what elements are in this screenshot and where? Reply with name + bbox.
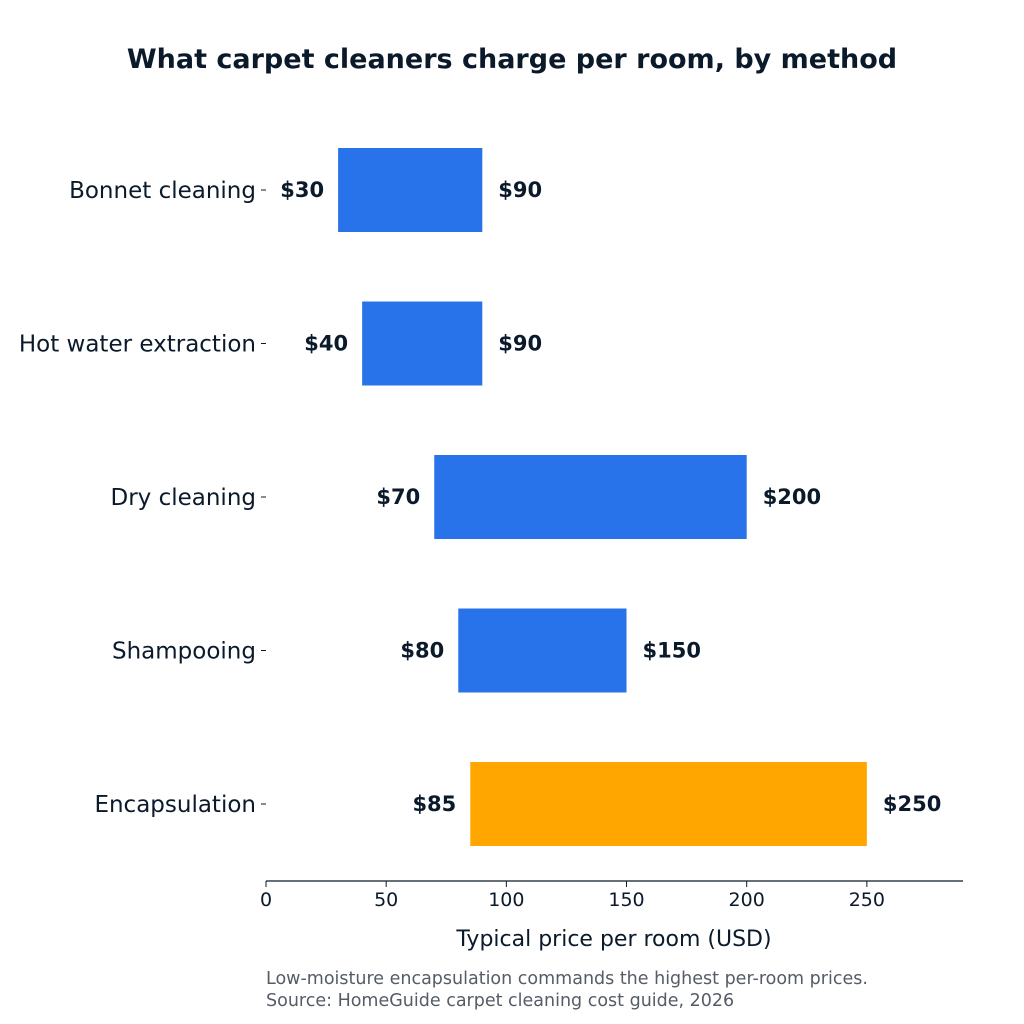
x-tick-label-250: 250 bbox=[849, 889, 885, 911]
bar-encapsulation bbox=[470, 762, 867, 846]
x-axis-title: Typical price per room (USD) bbox=[455, 927, 771, 952]
x-tick-label-100: 100 bbox=[488, 889, 524, 911]
category-label-shampooing: Shampooing bbox=[112, 639, 256, 665]
high-value-label-shampooing: $150 bbox=[643, 639, 701, 663]
chart-title: What carpet cleaners charge per room, by… bbox=[127, 44, 897, 75]
x-tick-label-200: 200 bbox=[729, 889, 765, 911]
category-label-bonnet-cleaning: Bonnet cleaning bbox=[69, 178, 256, 204]
high-value-label-bonnet-cleaning: $90 bbox=[498, 178, 542, 202]
source-text: Source: HomeGuide carpet cleaning cost g… bbox=[266, 991, 734, 1011]
category-label-dry-cleaning: Dry cleaning bbox=[110, 485, 256, 511]
x-tick-label-50: 50 bbox=[374, 889, 398, 911]
bar-shampooing bbox=[458, 608, 627, 693]
x-tick-label-0: 0 bbox=[260, 889, 272, 911]
category-label-encapsulation: Encapsulation bbox=[94, 792, 256, 818]
category-label-hot-water-extraction: Hot water extraction bbox=[19, 332, 256, 358]
x-axis-ticks: 0 50 100 150 200 250 bbox=[260, 881, 885, 911]
bar-bonnet-cleaning bbox=[338, 148, 483, 232]
high-value-label-encapsulation: $250 bbox=[883, 792, 941, 816]
value-labels: $30 $90 $40 $90 $70 $200 $80 $150 $85 $250 bbox=[280, 178, 941, 816]
category-labels: Bonnet cleaning Hot water extraction Dry c… bbox=[19, 178, 266, 818]
high-value-label-hot-water-extraction: $90 bbox=[498, 332, 542, 356]
low-value-label-shampooing: $80 bbox=[400, 639, 444, 663]
low-value-label-bonnet-cleaning: $30 bbox=[280, 178, 324, 202]
low-value-label-hot-water-extraction: $40 bbox=[304, 332, 348, 356]
bars-group bbox=[338, 148, 867, 846]
bar-dry-cleaning bbox=[434, 455, 747, 539]
high-value-label-dry-cleaning: $200 bbox=[763, 485, 821, 509]
x-tick-label-150: 150 bbox=[608, 889, 644, 911]
low-value-label-dry-cleaning: $70 bbox=[376, 485, 420, 509]
low-value-label-encapsulation: $85 bbox=[412, 792, 456, 816]
bar-hot-water-extraction bbox=[362, 301, 483, 386]
footnote-text: Low-moisture encapsulation commands the … bbox=[266, 969, 868, 989]
